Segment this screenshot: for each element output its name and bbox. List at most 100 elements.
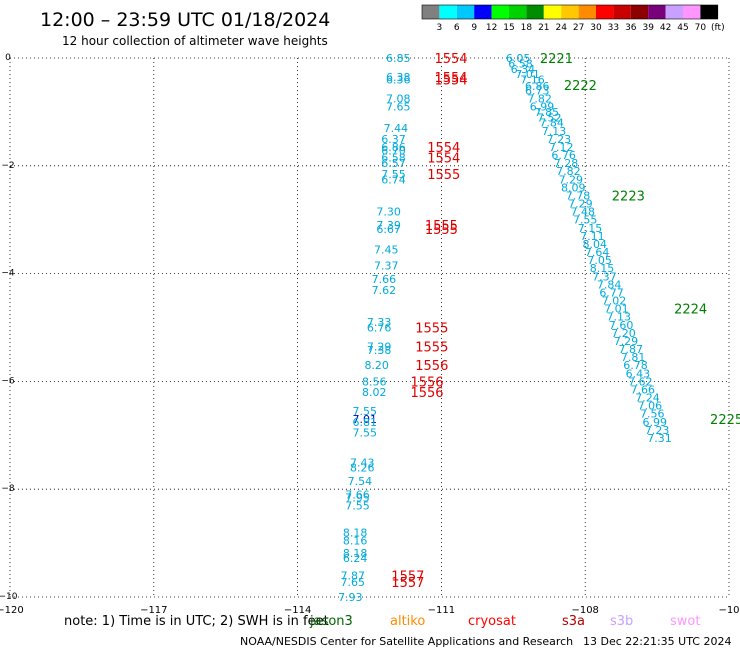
wave-height-value: 8.15 — [590, 262, 615, 275]
wave-height-value: 7.55 — [352, 405, 377, 418]
y-tick-label: 0 — [5, 53, 11, 63]
colorbar-swatch — [526, 5, 544, 19]
wave-height-value: 7.87 — [618, 343, 643, 356]
wave-height-value: 7.62 — [628, 375, 653, 388]
wave-height-value: 6.76 — [367, 322, 392, 335]
colorbar-swatch — [700, 5, 718, 19]
colorbar-swatch — [422, 5, 440, 19]
colorbar-swatch — [648, 5, 666, 19]
wave-height-value: 7.06 — [638, 400, 663, 413]
colorbar-swatch — [578, 5, 596, 19]
wave-height-value: 7.84 — [539, 117, 564, 130]
wave-height-value: 6.67 — [376, 223, 401, 236]
wave-height-value: 7.23 — [645, 424, 670, 437]
wave-height-value: 6.81 — [352, 416, 377, 429]
colorbar: 3 6 9 12 15 18 21 24 27 30 33 36 39 42 45 70 (ft) — [421, 4, 725, 33]
wave-height-value: 6.85 — [386, 52, 411, 65]
pass-label: 1554 — [427, 152, 460, 167]
wave-height-value: 7.01 — [515, 68, 540, 81]
wave-height-value: 8.04 — [583, 238, 608, 251]
colorbar-label: 39 — [642, 23, 654, 33]
wave-height-value: 7.95 — [345, 491, 370, 504]
y-tick-label: −2 — [1, 161, 14, 171]
wave-height-value: 7.85 — [535, 106, 560, 119]
legend-entry-cryosat: cryosat — [468, 614, 516, 629]
pass-label: 1556 — [410, 386, 443, 401]
wave-height-value: 7.01 — [352, 413, 377, 426]
y-tick-label: −10 — [0, 592, 18, 602]
wave-height-value: 6.57 — [381, 157, 406, 170]
x-tick-label: −108 — [571, 605, 598, 616]
wave-height-value: 7.20 — [611, 327, 636, 340]
chart-subtitle: 12 hour collection of altimeter wave hei… — [62, 34, 328, 48]
colorbar-swatch — [439, 5, 457, 19]
x-tick-label: −114 — [284, 605, 311, 616]
pass-label: 1557 — [391, 576, 424, 591]
wave-height-value: 7.84 — [597, 278, 622, 291]
wave-height-value: 7.81 — [621, 351, 646, 364]
wave-height-value: 7.39 — [376, 219, 401, 232]
wave-height-value: 6.37 — [381, 133, 406, 146]
wave-height-value: 7.11 — [580, 230, 605, 243]
wave-height-value: 6.99 — [530, 101, 555, 114]
wave-height-values: 6.856.386.367.087.657.446.376.866.706.58… — [338, 52, 672, 604]
wave-height-value: 7.12 — [549, 141, 574, 154]
colorbar-label: 6 — [454, 23, 460, 33]
wave-height-value: 6.05 — [506, 52, 531, 65]
pass-label: 1554 — [434, 52, 467, 67]
wave-height-value: 7.55 — [352, 427, 377, 440]
wave-height-value: 7.66 — [372, 273, 397, 286]
legend-entry-jason3: jason3 — [309, 614, 353, 629]
colorbar-swatch — [509, 5, 527, 19]
y-tick-label: −8 — [1, 484, 15, 494]
pass-label: 1554 — [434, 74, 467, 89]
colorbar-label: 24 — [555, 23, 567, 33]
wave-height-value: 7.93 — [338, 591, 363, 604]
wave-height-value: 6.58 — [508, 57, 533, 70]
wave-height-value: 7.38 — [367, 344, 392, 357]
colorbar-label: 45 — [677, 23, 688, 33]
colorbar-swatch — [474, 5, 492, 19]
pass-label: 1555 — [425, 223, 458, 238]
wave-height-value: 8.02 — [362, 386, 387, 399]
pass-label: 2224 — [674, 303, 707, 318]
colorbar-swatch — [596, 5, 614, 19]
wave-height-value: 7.23 — [547, 133, 572, 146]
wave-height-value: 7.66 — [345, 489, 370, 502]
wave-height-value: 7.28 — [554, 157, 579, 170]
colorbar-label: 42 — [660, 23, 671, 33]
wave-height-value: 7.82 — [556, 165, 581, 178]
wave-height-value: 7.66 — [630, 383, 655, 396]
wave-height-value: 7.55 — [381, 168, 406, 181]
wave-height-value: 6.58 — [381, 152, 406, 165]
x-tick-label: −120 — [0, 605, 24, 616]
wave-height-value: 7.29 — [568, 198, 593, 211]
colorbar-swatch — [630, 5, 649, 19]
pass-label: 1556 — [415, 359, 448, 374]
wave-height-value: 7.55 — [573, 214, 598, 227]
wave-height-value: 7.37 — [374, 260, 399, 273]
wave-height-value: 6.73 — [525, 84, 550, 97]
wave-height-value: 6.99 — [642, 416, 667, 429]
legend-entry-altiko: altiko — [390, 614, 425, 629]
wave-height-value: 6.70 — [381, 145, 406, 158]
wave-height-value: 7.78 — [566, 189, 591, 202]
pass-label: 1557 — [391, 569, 424, 584]
footer-credit: NOAA/NESDIS Center for Satellite Applica… — [240, 635, 573, 648]
x-tick-label: −111 — [428, 605, 455, 616]
wave-height-value: 7.60 — [609, 319, 634, 332]
wave-height-value: 7.05 — [587, 254, 612, 267]
colorbar-swatch — [665, 5, 683, 19]
wave-height-value: 7.44 — [384, 122, 409, 135]
wave-height-value: 7.48 — [571, 206, 596, 219]
wave-height-value: 7.54 — [348, 475, 373, 488]
wave-height-value: 6.74 — [381, 173, 406, 186]
wave-height-value: 7.65 — [340, 576, 365, 589]
pass-label: 2222 — [564, 79, 597, 94]
x-tick-label: −10 — [718, 605, 739, 616]
colorbar-label: 70 — [695, 23, 707, 33]
colorbar-swatch — [456, 5, 475, 19]
wave-height-value: 7.24 — [635, 392, 660, 405]
chart-title: 12:00 – 23:59 UTC 01/18/2024 — [40, 9, 330, 31]
